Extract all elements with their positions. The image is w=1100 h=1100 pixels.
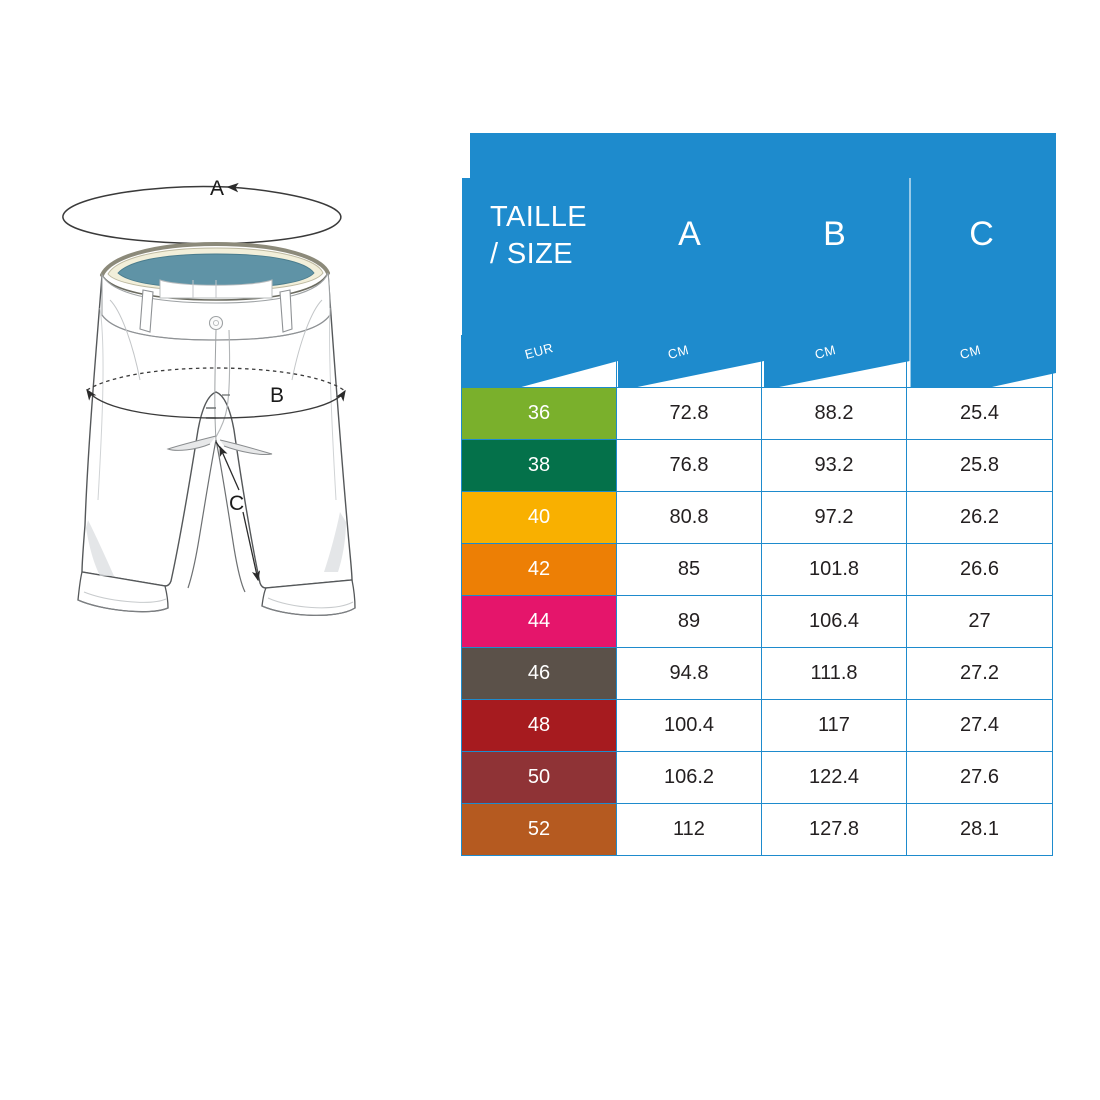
measurement-cell-b: 111.8	[761, 647, 907, 700]
table-row: 38 76.8 93.2 25.8	[461, 439, 1056, 492]
measurement-cell-c: 27.6	[906, 751, 1053, 804]
column-header-c: C	[969, 215, 994, 253]
size-swatch-cell: 50	[461, 751, 617, 804]
measurement-cell-c: 26.2	[906, 491, 1053, 544]
table-row: 44 89 106.4 27	[461, 595, 1056, 648]
measurement-cell-a: 106.2	[616, 751, 762, 804]
measurement-cell-b: 122.4	[761, 751, 907, 804]
measure-a-label: A	[210, 177, 224, 200]
table-row: 42 85 101.8 26.6	[461, 543, 1056, 596]
header-cell-c	[906, 335, 1053, 388]
size-swatch-cell: 44	[461, 595, 617, 648]
measurement-cell-b: 106.4	[761, 595, 907, 648]
measurement-cell-c: 25.8	[906, 439, 1053, 492]
table-header-row	[461, 335, 1056, 388]
table-title: TAILLE / SIZE	[490, 201, 587, 270]
measure-a-ellipse	[62, 182, 342, 245]
measurement-cell-c: 26.6	[906, 543, 1053, 596]
measurement-cell-b: 127.8	[761, 803, 907, 856]
measurement-cell-b: 93.2	[761, 439, 907, 492]
shorts-illustration: A	[40, 140, 420, 660]
measurement-cell-a: 72.8	[616, 387, 762, 440]
measurement-cell-a: 85	[616, 543, 762, 596]
size-swatch-cell: 52	[461, 803, 617, 856]
measurement-cell-b: 97.2	[761, 491, 907, 544]
table-row: 50 106.2 122.4 27.6	[461, 751, 1056, 804]
table-row: 48 100.4 117 27.4	[461, 699, 1056, 752]
size-swatch-cell: 48	[461, 699, 617, 752]
header-cell-b	[761, 335, 907, 388]
header-cell-size	[461, 335, 617, 388]
size-swatch-cell: 42	[461, 543, 617, 596]
measurement-cell-c: 27.2	[906, 647, 1053, 700]
measurement-cell-a: 100.4	[616, 699, 762, 752]
measurement-cell-c: 27	[906, 595, 1053, 648]
column-header-a: A	[678, 215, 701, 253]
shorts-body	[77, 241, 356, 617]
measure-b-label: B	[270, 384, 284, 407]
size-swatch-cell: 36	[461, 387, 617, 440]
size-swatch-cell: 46	[461, 647, 617, 700]
measurement-cell-b: 88.2	[761, 387, 907, 440]
size-swatch-cell: 38	[461, 439, 617, 492]
size-swatch-cell: 40	[461, 491, 617, 544]
measurement-cell-c: 25.4	[906, 387, 1053, 440]
table-grid: 36 72.8 88.2 25.4 38 76.8 93.2 25.8 40 80.8 97.2 26…	[461, 335, 1056, 856]
column-header-b: B	[823, 215, 846, 253]
table-row: 36 72.8 88.2 25.4	[461, 387, 1056, 440]
measurement-cell-a: 94.8	[616, 647, 762, 700]
measurement-cell-a: 76.8	[616, 439, 762, 492]
table-header-background	[462, 133, 1056, 473]
measure-c-label: C	[229, 492, 244, 515]
measurement-cell-a: 112	[616, 803, 762, 856]
table-row: 52 112 127.8 28.1	[461, 803, 1056, 856]
measurement-cell-b: 101.8	[761, 543, 907, 596]
measure-b-ellipse	[86, 367, 346, 419]
measurement-cell-a: 80.8	[616, 491, 762, 544]
size-chart-table: TAILLE / SIZE A B C EUR CM CM CM 36 72.8 8…	[461, 133, 1056, 935]
measurement-cell-c: 28.1	[906, 803, 1053, 856]
measurement-cell-b: 117	[761, 699, 907, 752]
measurement-cell-c: 27.4	[906, 699, 1053, 752]
header-cell-a	[616, 335, 762, 388]
table-row: 46 94.8 111.8 27.2	[461, 647, 1056, 700]
table-row: 40 80.8 97.2 26.2	[461, 491, 1056, 544]
measure-c-arrow	[215, 441, 261, 582]
measurement-cell-a: 89	[616, 595, 762, 648]
